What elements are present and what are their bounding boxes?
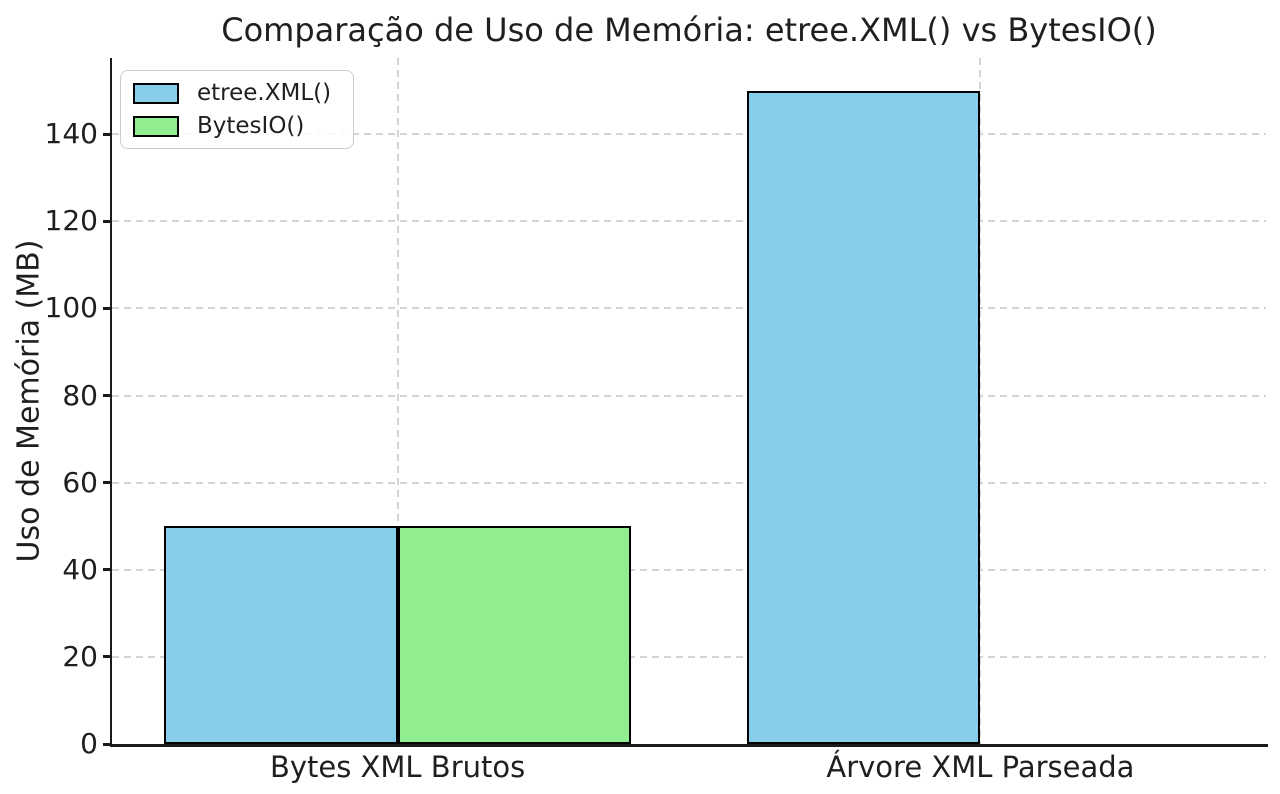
y-tick-label: 80	[62, 378, 98, 412]
legend-label: BytesIO()	[197, 113, 305, 139]
gridline-horizontal	[112, 655, 1266, 658]
y-tick-label: 40	[62, 552, 98, 586]
y-tick-mark	[103, 655, 112, 659]
bar-bytesio	[397, 526, 631, 744]
gridline-horizontal	[112, 394, 1266, 397]
legend-label: etree.XML()	[197, 80, 332, 106]
gridline-horizontal	[112, 220, 1266, 223]
y-tick-label: 120	[44, 204, 98, 238]
legend-entry: BytesIO()	[133, 113, 331, 139]
gridline-horizontal	[112, 481, 1266, 484]
gridline-horizontal	[112, 568, 1266, 571]
bar-etree-xml	[164, 526, 398, 744]
x-axis-spine	[110, 744, 1268, 747]
legend: etree.XML() BytesIO()	[120, 70, 355, 149]
x-tick-label: Bytes XML Brutos	[269, 750, 526, 784]
y-tick-mark	[103, 481, 112, 485]
y-tick-mark	[103, 132, 112, 136]
gridline-horizontal	[112, 133, 1266, 136]
legend-swatch-icon	[133, 82, 179, 104]
legend-entry: etree.XML()	[133, 80, 331, 106]
y-axis-spine	[110, 58, 112, 747]
y-tick-label: 140	[44, 117, 98, 151]
y-tick-label: 100	[44, 291, 98, 325]
gridline-vertical	[396, 58, 399, 744]
x-tick-label: Árvore XML Parseada	[826, 750, 1135, 784]
bar-etree-xml	[747, 90, 981, 744]
y-tick-mark	[103, 394, 112, 398]
chart-title: Comparação de Uso de Memória: etree.XML(…	[221, 11, 1157, 49]
y-tick-mark	[103, 742, 112, 746]
y-tick-label: 0	[80, 727, 98, 760]
y-tick-mark	[103, 568, 112, 572]
y-tick-mark	[103, 306, 112, 310]
gridline-vertical	[979, 58, 982, 744]
y-tick-label: 60	[62, 465, 98, 499]
legend-swatch-icon	[133, 115, 179, 137]
y-tick-mark	[103, 219, 112, 223]
gridline-horizontal	[112, 307, 1266, 310]
y-tick-label: 20	[62, 639, 98, 673]
